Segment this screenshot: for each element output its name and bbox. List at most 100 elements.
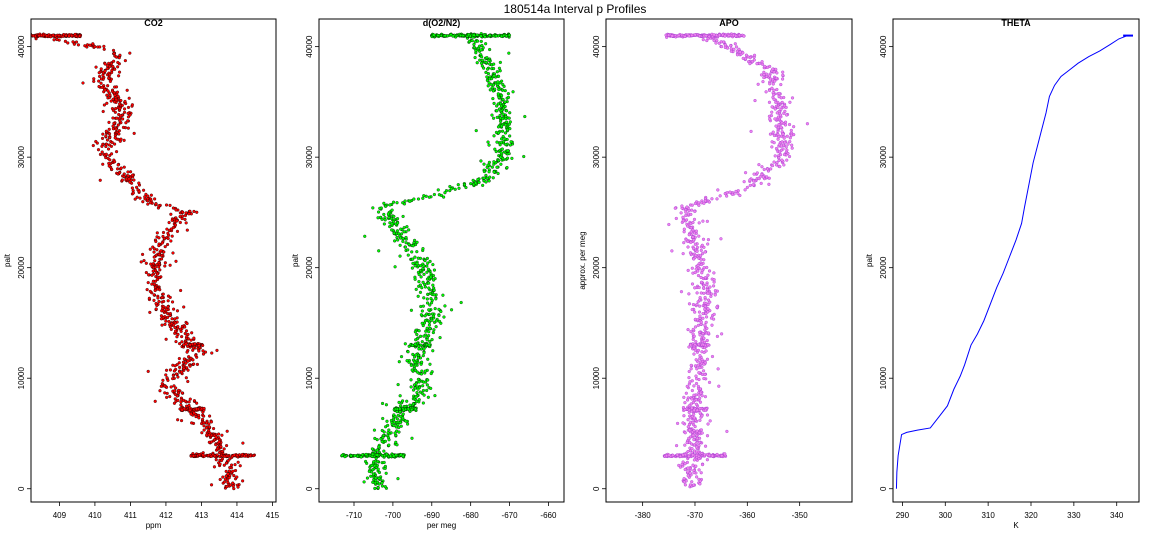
data-point-o2n2 [484, 180, 488, 184]
data-point-apo [698, 314, 702, 318]
data-point-apo [686, 245, 690, 249]
data-point-o2n2 [499, 151, 503, 155]
data-point-co2 [160, 309, 164, 313]
data-point-o2n2 [415, 262, 419, 266]
data-point-co2 [96, 148, 101, 152]
data-point-apo [683, 483, 687, 487]
data-point-co2 [116, 65, 120, 69]
data-point-co2 [153, 265, 158, 269]
data-point-co2 [217, 440, 221, 444]
data-point-o2n2 [414, 395, 418, 399]
data-point-o2n2 [464, 185, 468, 190]
data-point-co2 [106, 84, 110, 88]
data-point-co2 [202, 406, 206, 411]
data-point-co2 [27, 34, 30, 37]
data-point-co2 [220, 433, 224, 437]
data-point-o2n2 [427, 323, 431, 327]
data-point-co2 [152, 282, 156, 286]
data-point-o2n2 [429, 371, 433, 376]
data-point-co2 [154, 302, 158, 306]
data-point-co2 [178, 342, 182, 346]
data-point-co2 [146, 369, 150, 373]
data-point-apo [676, 421, 680, 425]
data-point-o2n2 [508, 120, 512, 124]
data-point-co2 [173, 317, 177, 321]
data-point-co2 [6, 35, 9, 38]
data-point-apo [671, 453, 675, 457]
data-point-co2 [202, 424, 206, 428]
data-point-apo [686, 470, 690, 474]
data-point-apo [701, 312, 705, 316]
data-point-o2n2 [373, 436, 377, 441]
data-point-co2 [5, 34, 8, 37]
data-point-apo [697, 203, 701, 207]
data-point-o2n2 [422, 351, 426, 355]
data-point-co2 [112, 121, 116, 125]
data-point-co2 [126, 105, 131, 110]
data-point-apo [705, 413, 710, 417]
data-point-o2n2 [487, 179, 491, 183]
data-point-o2n2 [494, 130, 499, 134]
data-point-apo [698, 34, 702, 38]
data-point-o2n2 [495, 165, 499, 169]
data-point-apo [702, 245, 706, 249]
data-point-apo [681, 252, 685, 256]
data-point-apo [765, 167, 770, 171]
data-point-o2n2 [482, 176, 486, 180]
data-point-apo [716, 188, 720, 192]
data-point-co2 [173, 223, 177, 227]
data-point-o2n2 [471, 178, 475, 182]
x-tick-label-co2: 409 [53, 511, 67, 520]
data-point-apo [687, 454, 691, 458]
data-point-apo [777, 156, 781, 160]
data-point-co2 [183, 217, 187, 221]
data-point-o2n2 [417, 280, 421, 284]
data-point-co2 [110, 140, 114, 145]
data-point-o2n2 [508, 127, 512, 131]
data-point-apo [701, 219, 705, 223]
data-point-apo [703, 361, 707, 365]
data-point-apo [698, 479, 702, 483]
data-point-o2n2 [398, 236, 403, 240]
data-point-co2 [154, 202, 158, 206]
data-point-o2n2 [482, 162, 486, 166]
data-point-co2 [145, 197, 150, 201]
data-point-apo [698, 254, 703, 258]
data-point-apo [777, 91, 781, 96]
data-point-apo [698, 411, 702, 415]
data-point-apo [703, 453, 707, 457]
data-point-apo [737, 33, 742, 37]
y-tick-label-co2: 20000 [17, 256, 26, 279]
data-point-o2n2 [380, 481, 384, 485]
data-point-co2 [190, 331, 194, 335]
x-tick-label-co2: 415 [266, 511, 280, 520]
data-point-o2n2 [423, 369, 427, 373]
data-point-o2n2 [391, 200, 396, 204]
data-point-o2n2 [432, 288, 436, 292]
data-point-co2 [94, 139, 98, 144]
data-point-co2 [148, 247, 152, 251]
data-point-co2 [118, 139, 122, 143]
data-point-apo [694, 453, 699, 458]
data-point-apo [693, 270, 697, 275]
data-point-apo [713, 289, 717, 293]
data-point-apo [706, 238, 711, 242]
data-point-o2n2 [484, 60, 488, 65]
data-point-apo [743, 57, 748, 61]
data-point-apo [761, 175, 765, 179]
y-axis-label-apo: approx. per meg [578, 231, 587, 289]
data-point-o2n2 [413, 330, 417, 334]
data-point-apo [689, 226, 693, 230]
data-point-co2 [118, 102, 122, 106]
data-point-co2 [175, 309, 180, 313]
data-point-o2n2 [491, 89, 495, 93]
data-point-o2n2 [490, 86, 494, 90]
data-point-apo [770, 105, 774, 109]
data-point-o2n2 [382, 222, 386, 226]
data-point-apo [701, 38, 705, 42]
data-point-apo [776, 105, 780, 109]
data-point-apo [750, 60, 755, 64]
data-point-co2 [122, 174, 126, 179]
data-point-co2 [163, 261, 167, 265]
data-point-apo [742, 180, 746, 184]
